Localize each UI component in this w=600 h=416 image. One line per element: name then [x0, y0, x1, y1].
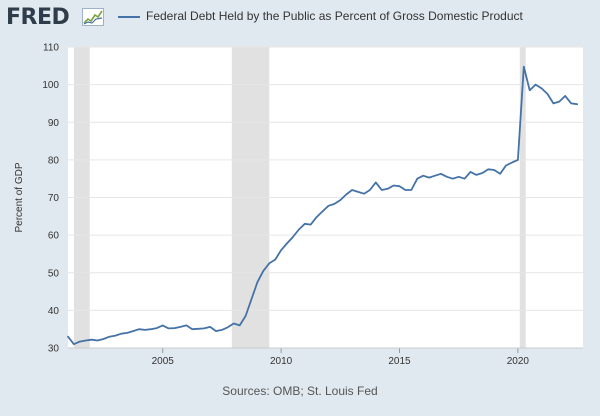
fred-logo[interactable]: FRED [6, 5, 70, 30]
y-tick-label-80: 80 [48, 155, 60, 166]
x-tick-label-2020: 2020 [507, 356, 530, 367]
y-tick-label-110: 110 [43, 43, 59, 54]
series-line-0 [67, 65, 578, 346]
chart-legend: Federal Debt Held by the Public as Perce… [118, 9, 523, 23]
y-tick-label-50: 50 [48, 268, 60, 279]
x-tick-label-2005: 2005 [152, 356, 175, 367]
y-tick-label-70: 70 [48, 193, 60, 204]
y-axis-label: Percent of GDP [14, 162, 25, 232]
x-tick-label-2015: 2015 [388, 356, 411, 367]
x-tick-label-2010: 2010 [270, 356, 293, 367]
y-tick-label-100: 100 [42, 80, 59, 91]
y-tick-label-60: 60 [48, 231, 60, 242]
y-tick-label-90: 90 [48, 118, 60, 129]
y-tick-label-30: 30 [48, 344, 60, 355]
fred-chart-icon [82, 8, 104, 26]
y-tick-label-40: 40 [48, 306, 60, 317]
legend-swatch [118, 15, 140, 18]
chart-source: Sources: OMB; St. Louis Fed [222, 384, 378, 398]
legend-label: Federal Debt Held by the Public as Perce… [146, 9, 523, 23]
